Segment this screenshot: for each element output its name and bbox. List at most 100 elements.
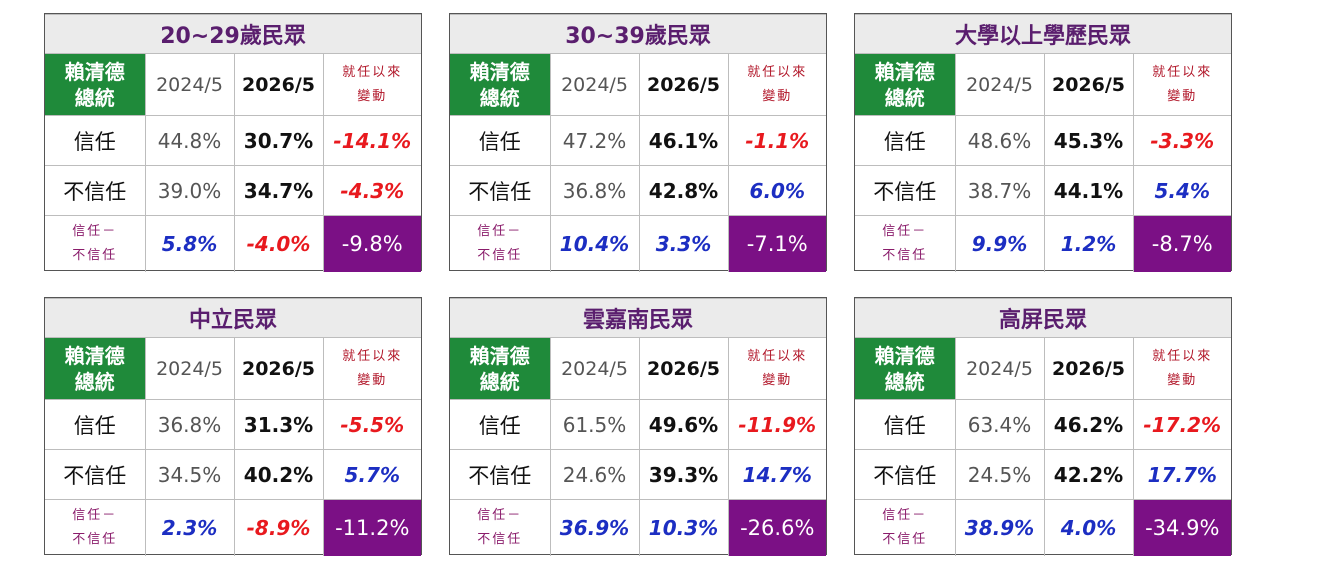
period-header-2026: 2026/5 bbox=[233, 53, 324, 116]
trust-value-2024: 36.8% bbox=[144, 399, 235, 450]
distrust-row: 不信任 34.5% 40.2% 5.7% bbox=[45, 449, 422, 500]
trust-label: 信任 bbox=[45, 399, 146, 450]
trust-value-2024: 61.5% bbox=[549, 399, 640, 450]
distrust-change-value: 14.7% bbox=[727, 449, 827, 500]
net-trust-label: 信任－ 不信任 bbox=[45, 499, 146, 556]
change-header-line: 就任以來 bbox=[342, 348, 403, 364]
change-since-inauguration-header: 就任以來 變動 bbox=[1132, 53, 1232, 116]
net-value-2026: 1.2% bbox=[1043, 215, 1134, 272]
distrust-value-2024: 39.0% bbox=[144, 165, 235, 216]
trust-row: 信任 44.8% 30.7% -14.1% bbox=[45, 115, 422, 166]
president-name-header: 賴清德 總統 bbox=[855, 53, 956, 116]
trust-row: 信任 63.4% 46.2% -17.2% bbox=[855, 399, 1232, 450]
change-since-inauguration-header: 就任以來 變動 bbox=[727, 53, 827, 116]
president-name-line: 總統 bbox=[74, 85, 115, 110]
header-row: 賴清德 總統 2024/5 2026/5 就任以來 變動 bbox=[855, 337, 1232, 400]
president-name-line: 總統 bbox=[884, 85, 925, 110]
change-since-inauguration-header: 就任以來 變動 bbox=[727, 337, 827, 400]
poll-table: 中立民眾 賴清德 總統 2024/5 2026/5 就任以來 變動 信任 36.8% 31.3% -… bbox=[45, 298, 422, 556]
change-header-line: 就任以來 bbox=[747, 64, 808, 80]
net-value-2026: -4.0% bbox=[233, 215, 324, 272]
president-name-line: 賴清德 bbox=[64, 59, 125, 84]
trust-value-2024: 63.4% bbox=[954, 399, 1045, 450]
net-value-2024: 10.4% bbox=[549, 215, 640, 272]
distrust-label: 不信任 bbox=[45, 165, 146, 216]
net-label-line: 不信任 bbox=[477, 247, 523, 263]
net-value-2024: 36.9% bbox=[549, 499, 640, 556]
president-name-line: 賴清德 bbox=[469, 59, 530, 84]
trust-value-2026: 45.3% bbox=[1043, 115, 1134, 166]
net-change-value: -34.9% bbox=[1132, 499, 1232, 556]
panel-title: 大學以上學歷民眾 bbox=[855, 14, 1232, 54]
trust-value-2026: 49.6% bbox=[638, 399, 729, 450]
poll-table: 20~29歲民眾 賴清德 總統 2024/5 2026/5 就任以來 變動 信任 44.8% 30… bbox=[45, 14, 422, 272]
change-header-line: 變動 bbox=[357, 372, 388, 388]
net-label-line: 信任－ bbox=[882, 223, 928, 239]
distrust-change-value: 17.7% bbox=[1132, 449, 1232, 500]
title-row: 20~29歲民眾 bbox=[45, 14, 422, 54]
trust-label: 信任 bbox=[855, 115, 956, 166]
change-since-inauguration-header: 就任以來 變動 bbox=[322, 337, 422, 400]
president-name-header: 賴清德 總統 bbox=[45, 53, 146, 116]
period-header-2026: 2026/5 bbox=[1043, 337, 1134, 400]
change-header-line: 就任以來 bbox=[342, 64, 403, 80]
trust-change-value: -14.1% bbox=[322, 115, 422, 166]
trust-change-value: -17.2% bbox=[1132, 399, 1232, 450]
president-name-line: 賴清德 bbox=[874, 343, 935, 368]
trust-value-2026: 31.3% bbox=[233, 399, 324, 450]
header-row: 賴清德 總統 2024/5 2026/5 就任以來 變動 bbox=[45, 53, 422, 116]
trust-value-2024: 44.8% bbox=[144, 115, 235, 166]
net-row: 信任－ 不信任 9.9% 1.2% -8.7% bbox=[855, 215, 1232, 272]
change-header-line: 變動 bbox=[762, 88, 793, 104]
trust-label: 信任 bbox=[45, 115, 146, 166]
president-name-header: 賴清德 總統 bbox=[450, 53, 551, 116]
net-change-value: -11.2% bbox=[322, 499, 422, 556]
period-header-2026: 2026/5 bbox=[233, 337, 324, 400]
trust-change-value: -1.1% bbox=[727, 115, 827, 166]
period-header-2024: 2024/5 bbox=[144, 337, 235, 400]
change-header-line: 變動 bbox=[1167, 372, 1198, 388]
distrust-value-2024: 36.8% bbox=[549, 165, 640, 216]
net-row: 信任－ 不信任 38.9% 4.0% -34.9% bbox=[855, 499, 1232, 556]
net-value-2026: 10.3% bbox=[638, 499, 729, 556]
poll-panel: 20~29歲民眾 賴清德 總統 2024/5 2026/5 就任以來 變動 信任 44.8% 30… bbox=[44, 13, 422, 272]
trust-row: 信任 47.2% 46.1% -1.1% bbox=[450, 115, 827, 166]
distrust-row: 不信任 39.0% 34.7% -4.3% bbox=[45, 165, 422, 216]
distrust-value-2026: 39.3% bbox=[638, 449, 729, 500]
trust-value-2024: 47.2% bbox=[549, 115, 640, 166]
distrust-change-value: 6.0% bbox=[727, 165, 827, 216]
header-row: 賴清德 總統 2024/5 2026/5 就任以來 變動 bbox=[450, 337, 827, 400]
net-trust-label: 信任－ 不信任 bbox=[45, 215, 146, 272]
poll-panel: 高屏民眾 賴清德 總統 2024/5 2026/5 就任以來 變動 信任 63.4% 46.2% -… bbox=[854, 297, 1232, 556]
change-header-line: 就任以來 bbox=[1152, 348, 1213, 364]
net-label-line: 不信任 bbox=[72, 531, 118, 547]
distrust-label: 不信任 bbox=[45, 449, 146, 500]
distrust-label: 不信任 bbox=[450, 449, 551, 500]
distrust-row: 不信任 24.6% 39.3% 14.7% bbox=[450, 449, 827, 500]
period-header-2024: 2024/5 bbox=[144, 53, 235, 116]
net-value-2024: 5.8% bbox=[144, 215, 235, 272]
trust-value-2024: 48.6% bbox=[954, 115, 1045, 166]
trust-change-value: -5.5% bbox=[322, 399, 422, 450]
president-name-header: 賴清德 總統 bbox=[45, 337, 146, 400]
net-label-line: 不信任 bbox=[882, 247, 928, 263]
distrust-value-2026: 42.8% bbox=[638, 165, 729, 216]
net-label-line: 信任－ bbox=[882, 507, 928, 523]
change-header-line: 就任以來 bbox=[747, 348, 808, 364]
net-change-value: -7.1% bbox=[727, 215, 827, 272]
distrust-label: 不信任 bbox=[855, 165, 956, 216]
period-header-2026: 2026/5 bbox=[638, 53, 729, 116]
trust-label: 信任 bbox=[855, 399, 956, 450]
period-header-2026: 2026/5 bbox=[638, 337, 729, 400]
poll-table: 30~39歲民眾 賴清德 總統 2024/5 2026/5 就任以來 變動 信任 47.2% 46… bbox=[450, 14, 827, 272]
distrust-value-2026: 42.2% bbox=[1043, 449, 1134, 500]
title-row: 30~39歲民眾 bbox=[450, 14, 827, 54]
net-change-value: -9.8% bbox=[322, 215, 422, 272]
net-trust-label: 信任－ 不信任 bbox=[855, 215, 956, 272]
change-since-inauguration-header: 就任以來 變動 bbox=[1132, 337, 1232, 400]
president-name-line: 賴清德 bbox=[874, 59, 935, 84]
distrust-label: 不信任 bbox=[855, 449, 956, 500]
panel-title: 20~29歲民眾 bbox=[45, 14, 422, 54]
net-row: 信任－ 不信任 2.3% -8.9% -11.2% bbox=[45, 499, 422, 556]
